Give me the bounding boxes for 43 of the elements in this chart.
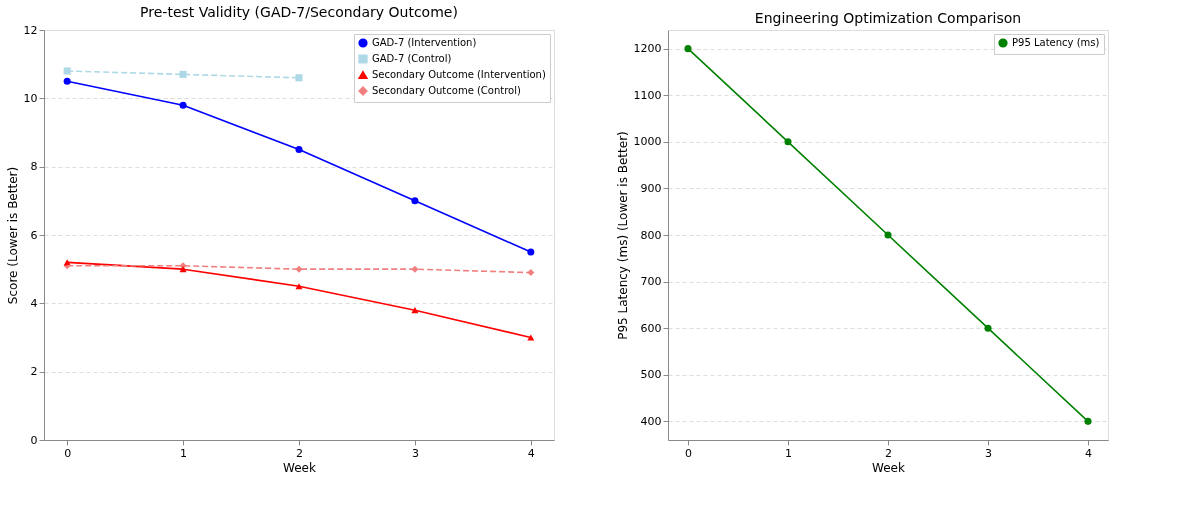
- x-tick-label: 2: [296, 446, 303, 460]
- y-tick-label: 1100: [633, 88, 662, 102]
- y-axis-title: Score (Lower is Better): [5, 166, 20, 305]
- y-tick-label: 600: [640, 321, 662, 335]
- x-tick-label: 1: [785, 446, 792, 460]
- y-tick-label: 10: [23, 91, 38, 105]
- y-tick-label: 2: [30, 365, 38, 379]
- y-tick-label: 6: [30, 228, 38, 242]
- point: [179, 70, 187, 78]
- y-tick-label: 4: [30, 296, 38, 310]
- legend-label: Secondary Outcome (Intervention): [372, 69, 546, 80]
- legend-label: GAD-7 (Intervention): [372, 37, 477, 48]
- point: [684, 45, 692, 53]
- legend-label: P95 Latency (ms): [1012, 37, 1100, 48]
- x-tick-label: 4: [1085, 446, 1092, 460]
- x-axis-title: Week: [872, 460, 905, 475]
- x-tick-label: 0: [685, 446, 692, 460]
- chart-title: Pre-test Validity (GAD-7/Secondary Outcome): [140, 4, 458, 20]
- legend-label: Secondary Outcome (Control): [372, 85, 521, 96]
- x-axis-title: Week: [283, 460, 316, 475]
- y-tick-label: 1000: [633, 135, 662, 149]
- y-tick-label: 12: [23, 23, 38, 37]
- y-axis-title: P95 Latency (ms) (Lower is Better): [615, 131, 630, 340]
- x-tick-label: 3: [985, 446, 992, 460]
- x-tick-label: 2: [885, 446, 892, 460]
- y-tick-label: 900: [640, 181, 662, 195]
- x-tick-label: 1: [180, 446, 188, 460]
- point: [527, 334, 535, 341]
- y-tick-label: 800: [640, 228, 662, 242]
- legend-label: GAD-7 (Control): [372, 53, 452, 64]
- x-tick-label: 4: [527, 446, 535, 460]
- x-tick-label: 3: [411, 446, 419, 460]
- point: [295, 74, 303, 82]
- y-tick-label: 500: [640, 368, 662, 382]
- point: [1084, 417, 1092, 425]
- y-tick-label: 1200: [633, 42, 662, 56]
- chart-title: Engineering Optimization Comparison: [754, 10, 1022, 26]
- y-tick-label: 400: [640, 414, 662, 428]
- x-tick-label: 0: [64, 446, 72, 460]
- y-tick-label: 0: [30, 433, 38, 447]
- y-tick-label: 700: [640, 275, 662, 289]
- point: [63, 67, 71, 75]
- y-tick-label: 8: [30, 160, 38, 174]
